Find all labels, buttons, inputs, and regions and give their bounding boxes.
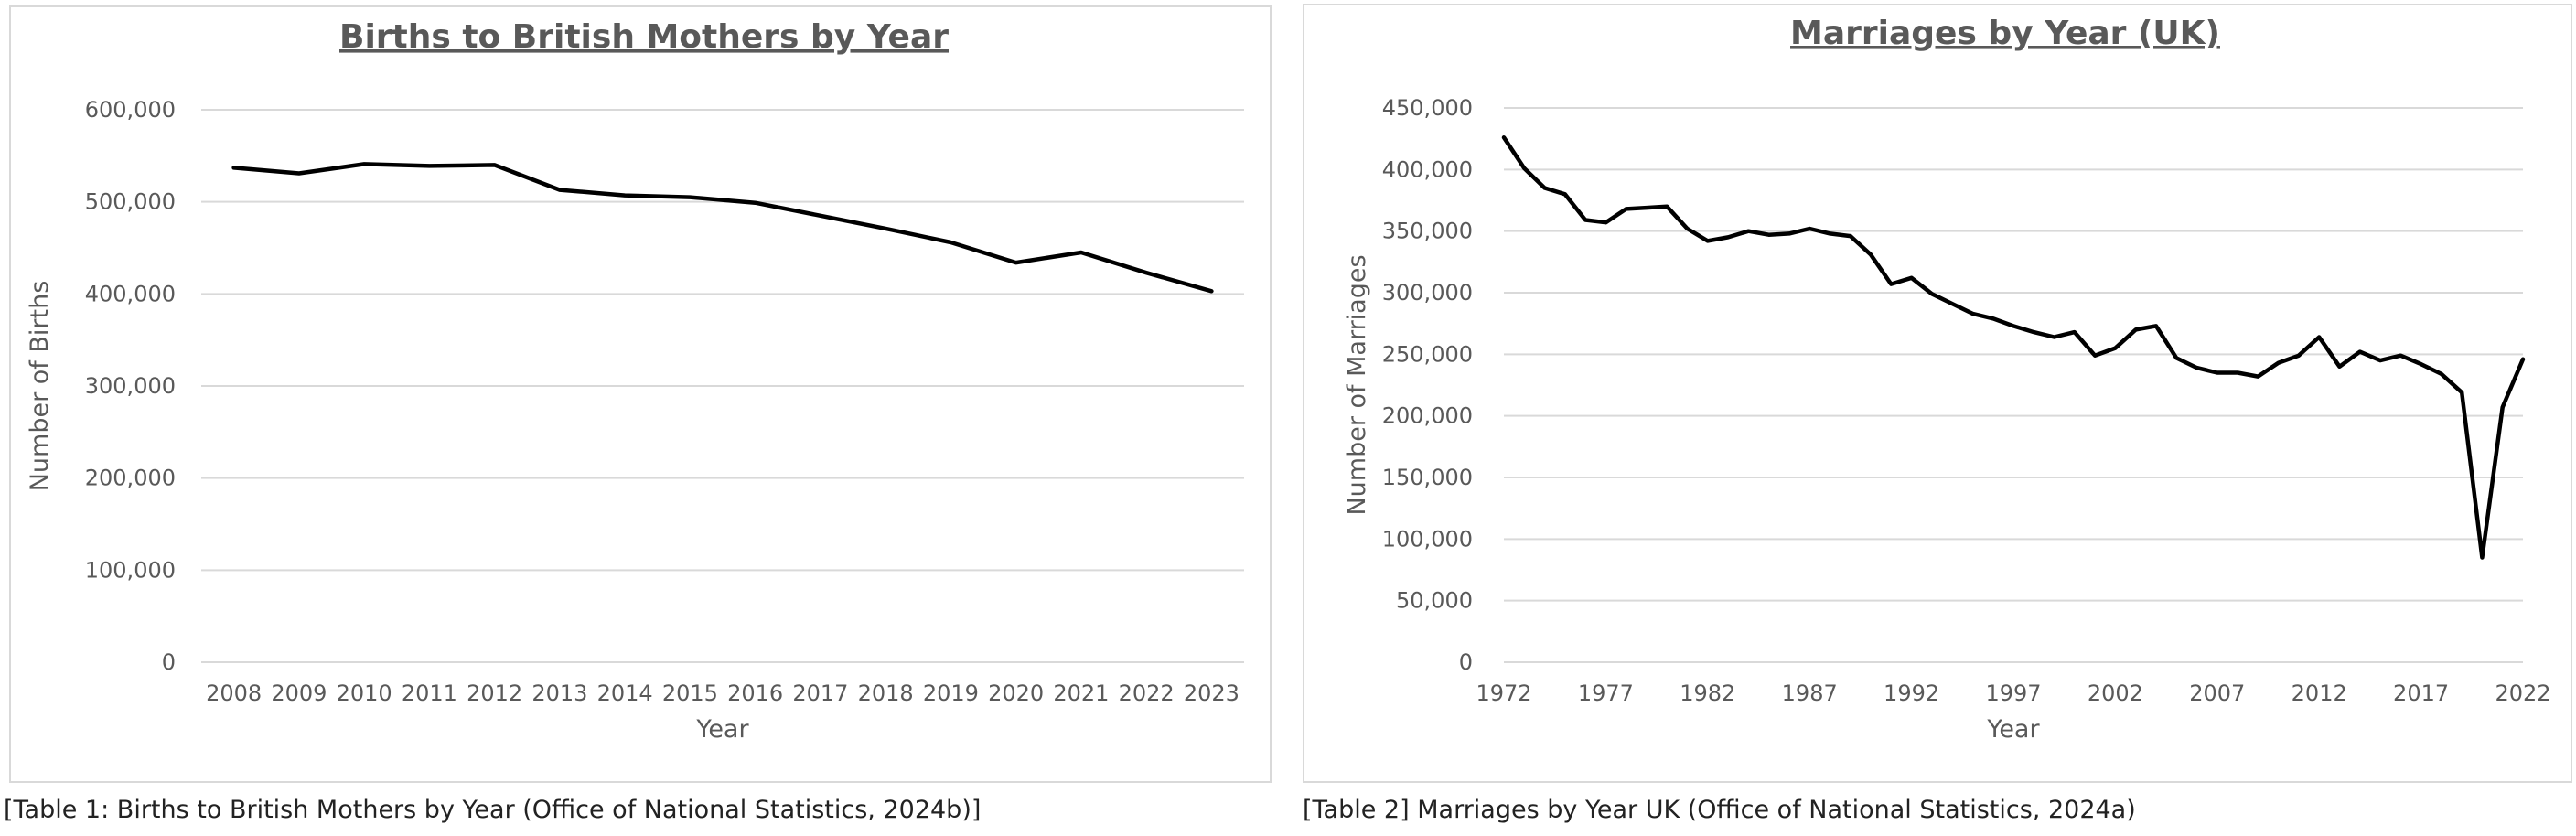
- x-tick-label: 2011: [402, 681, 457, 706]
- x-tick-label: 2020: [988, 681, 1044, 706]
- births-table-caption: [Table 1: Births to British Mothers by Y…: [4, 796, 982, 824]
- x-tick-label: 2023: [1184, 681, 1240, 706]
- x-tick-label: 2022: [1119, 681, 1175, 706]
- x-tick-label: 2017: [2393, 681, 2449, 706]
- x-tick-label: 2013: [531, 681, 587, 706]
- y-tick-label: 300,000: [85, 373, 176, 399]
- y-tick-label: 0: [1459, 649, 1473, 675]
- x-tick-label: 2010: [337, 681, 392, 706]
- x-tick-label: 2012: [467, 681, 522, 706]
- y-tick-label: 500,000: [85, 189, 176, 215]
- marriages-chart: Marriages by Year (UK) 0 50,000 100,000 150,…: [1303, 4, 2572, 783]
- x-tick-label: 2015: [662, 681, 718, 706]
- y-axis-label: Number of Marriages: [1343, 254, 1371, 515]
- series-line: [1501, 135, 2526, 560]
- y-tick-label: 100,000: [85, 557, 176, 583]
- x-tick-label: 2022: [2495, 681, 2550, 706]
- x-tick-label: 2019: [923, 681, 979, 706]
- x-tick-label: 2008: [206, 681, 262, 706]
- x-tick-label: 2016: [727, 681, 783, 706]
- y-tick-label: 250,000: [1382, 341, 1473, 367]
- x-tick-label: 1972: [1476, 681, 1531, 706]
- x-axis-label: Year: [1986, 715, 2040, 744]
- x-tick-label: 2017: [792, 681, 848, 706]
- chart-title: Marriages by Year (UK): [1790, 15, 2220, 52]
- x-tick-label: 2007: [2189, 681, 2245, 706]
- births-chart: Births to British Mothers by Year 0 100,00…: [9, 5, 1272, 783]
- y-axis-label: Number of Births: [26, 281, 54, 492]
- marriages-table-caption: [Table 2] Marriages by Year UK (Office o…: [1303, 796, 2136, 824]
- chart-title: Births to British Mothers by Year: [339, 18, 949, 56]
- x-tick-label: 2002: [2088, 681, 2143, 706]
- x-tick-label: 1987: [1782, 681, 1838, 706]
- x-tick-label: 1997: [1985, 681, 2041, 706]
- x-tick-label: 2021: [1053, 681, 1109, 706]
- y-tick-label: 200,000: [85, 466, 176, 491]
- y-tick-label: 350,000: [1382, 219, 1473, 244]
- x-tick-label: 2012: [2292, 681, 2347, 706]
- x-tick-label: 2009: [271, 681, 327, 706]
- x-tick-label: 1992: [1884, 681, 1939, 706]
- y-tick-label: 100,000: [1382, 526, 1473, 552]
- y-tick-label: 450,000: [1382, 95, 1473, 121]
- x-tick-label: 1977: [1578, 681, 1634, 706]
- y-tick-label: 50,000: [1396, 588, 1473, 614]
- y-tick-label: 400,000: [85, 281, 176, 306]
- x-tick-label: 1982: [1680, 681, 1735, 706]
- x-tick-label: 2018: [858, 681, 914, 706]
- marriages-chart-svg: Marriages by Year (UK) 0 50,000 100,000 150,…: [1343, 15, 2551, 744]
- x-tick-label: 2014: [597, 681, 653, 706]
- y-tick-label: 0: [162, 649, 176, 675]
- series-line: [231, 162, 1214, 294]
- y-tick-label: 600,000: [85, 97, 176, 123]
- y-tick-label: 300,000: [1382, 280, 1473, 305]
- y-tick-label: 200,000: [1382, 403, 1473, 429]
- births-chart-svg: Births to British Mothers by Year 0 100,00…: [26, 18, 1244, 744]
- y-tick-label: 150,000: [1382, 465, 1473, 490]
- x-axis-label: Year: [695, 715, 749, 744]
- y-tick-label: 400,000: [1382, 156, 1473, 182]
